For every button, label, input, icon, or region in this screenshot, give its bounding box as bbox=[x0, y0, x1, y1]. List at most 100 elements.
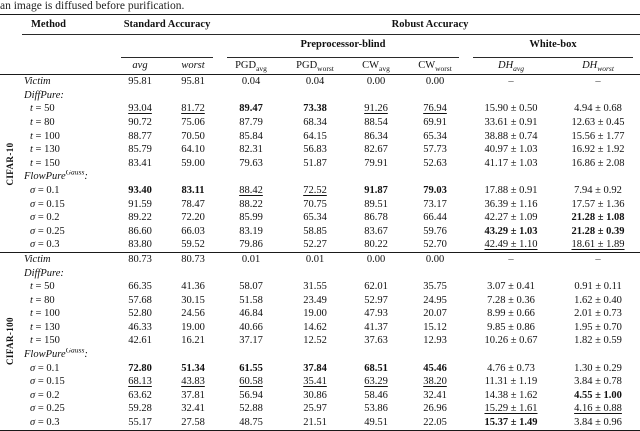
col-header-cw-worst: CWworst bbox=[404, 57, 466, 76]
value-cell: 43.29 ± 1.03 bbox=[484, 225, 538, 237]
value-cell: 82.31 bbox=[239, 144, 263, 156]
value-cell: 79.86 bbox=[239, 239, 263, 251]
col-header-pgd-avg: PGDavg bbox=[220, 57, 282, 76]
corner-cell bbox=[0, 34, 22, 58]
value-cell: 4.76 ± 0.73 bbox=[487, 362, 535, 374]
value-cell: 40.97 ± 1.03 bbox=[484, 144, 538, 156]
value-cell: 19.00 bbox=[303, 308, 327, 320]
value-cell: 86.78 bbox=[364, 212, 388, 224]
value-cell: 7.94 ± 0.92 bbox=[574, 184, 622, 196]
value-cell: 16.86 ± 2.08 bbox=[571, 157, 625, 169]
dataset-label: CIFAR-10 bbox=[0, 75, 22, 253]
value-cell: 52.97 bbox=[364, 294, 388, 306]
value-cell: 15.56 ± 1.77 bbox=[571, 130, 625, 142]
header-row-groups: Method Standard Accuracy Robust Accuracy bbox=[0, 14, 640, 35]
value-cell: 15.12 bbox=[423, 321, 447, 333]
value-cell: 52.63 bbox=[423, 157, 447, 169]
value-cell: 70.75 bbox=[303, 198, 327, 210]
empty-cell bbox=[114, 348, 640, 362]
row-label: t = 130 bbox=[30, 144, 60, 156]
table-row: σ = 0.1 72.80 51.34 61.55 37.84 68.51 45.46 4.7… bbox=[0, 362, 640, 376]
value-cell: 79.63 bbox=[239, 157, 263, 169]
value-cell: 30.86 bbox=[303, 389, 327, 401]
value-cell: 72.52 bbox=[303, 184, 327, 196]
value-cell: 12.63 ± 0.45 bbox=[571, 116, 625, 128]
value-cell: 7.28 ± 0.36 bbox=[487, 294, 535, 306]
table-row: t = 150 83.41 59.00 79.63 51.87 79.91 52.63 41.… bbox=[0, 157, 640, 171]
value-cell: 46.84 bbox=[239, 308, 263, 320]
value-cell: 79.91 bbox=[364, 157, 388, 169]
value-cell: 30.15 bbox=[181, 294, 205, 306]
value-cell: 43.83 bbox=[181, 376, 205, 388]
value-cell: 88.54 bbox=[364, 116, 388, 128]
value-cell: 70.50 bbox=[181, 130, 205, 142]
value-cell: 18.61 ± 1.89 bbox=[571, 239, 625, 251]
value-cell: 0.01 bbox=[220, 251, 282, 267]
spacer-cell bbox=[22, 34, 114, 58]
value-cell: – bbox=[508, 76, 514, 88]
value-cell: 32.41 bbox=[181, 403, 205, 415]
col-header-cw-avg: CWavg bbox=[348, 57, 404, 76]
table-body: CIFAR-10 Victim 95.81 95.81 0.04 0.04 0.00 0.00… bbox=[0, 75, 640, 431]
row-label: t = 80 bbox=[30, 116, 55, 128]
value-cell: 85.84 bbox=[239, 130, 263, 142]
value-cell: 63.62 bbox=[128, 389, 152, 401]
table-row: σ = 0.2 89.22 72.20 85.99 65.34 86.78 66.44 42.… bbox=[0, 211, 640, 225]
value-cell: 11.31 ± 1.19 bbox=[484, 376, 538, 388]
table-row: t = 100 88.77 70.50 85.84 64.15 86.34 65.34 38.… bbox=[0, 130, 640, 144]
table-row: FlowPureGauss: bbox=[0, 348, 640, 362]
value-cell: 22.05 bbox=[423, 417, 447, 429]
value-cell: 51.34 bbox=[181, 362, 205, 374]
table-row: CIFAR-10 Victim 95.81 95.81 0.04 0.04 0.00 0.00… bbox=[0, 75, 640, 185]
col-group-robust-accuracy: Robust Accuracy bbox=[220, 14, 640, 35]
value-cell: 62.01 bbox=[364, 281, 388, 293]
table-row: σ = 0.2 63.62 37.81 56.94 30.86 58.46 32.41 14.… bbox=[0, 389, 640, 403]
value-cell: 80.73 bbox=[166, 251, 220, 267]
row-label: Victim bbox=[22, 251, 114, 267]
value-cell: 64.15 bbox=[303, 130, 327, 142]
value-cell: 42.49 ± 1.10 bbox=[484, 239, 538, 251]
value-cell: 86.60 bbox=[128, 225, 152, 237]
value-cell: 59.00 bbox=[181, 157, 205, 169]
table-caption: an image is diffused before purification… bbox=[0, 0, 185, 12]
value-cell: 59.28 bbox=[128, 403, 152, 415]
value-cell: 37.84 bbox=[303, 362, 327, 374]
value-cell: 3.84 ± 0.96 bbox=[574, 417, 622, 429]
row-label: σ = 0.25 bbox=[30, 403, 65, 415]
value-cell: 35.75 bbox=[423, 281, 447, 293]
value-cell: 0.01 bbox=[282, 251, 348, 267]
value-cell: 88.22 bbox=[239, 198, 263, 210]
value-cell: 15.37 ± 1.49 bbox=[484, 417, 538, 429]
col-header-dh-worst: DHworst bbox=[556, 57, 640, 76]
row-label: Victim bbox=[24, 76, 51, 88]
value-cell: 95.81 bbox=[128, 76, 152, 88]
value-cell: 56.83 bbox=[303, 144, 327, 156]
table-row: t = 150 42.61 16.21 37.17 12.52 37.63 12.93 10.… bbox=[0, 334, 640, 348]
value-cell: 75.06 bbox=[181, 116, 205, 128]
value-cell: 56.94 bbox=[239, 389, 263, 401]
value-cell: 83.11 bbox=[181, 184, 205, 196]
value-cell: 58.85 bbox=[303, 225, 327, 237]
value-cell: 66.44 bbox=[423, 212, 447, 224]
value-cell: 65.34 bbox=[303, 212, 327, 224]
dataset-label: CIFAR-100 bbox=[0, 251, 22, 431]
value-cell: 24.56 bbox=[181, 308, 205, 320]
value-cell: 68.13 bbox=[128, 376, 152, 388]
value-cell: 48.75 bbox=[239, 417, 263, 429]
value-cell: 91.87 bbox=[364, 184, 388, 196]
value-cell: 24.95 bbox=[423, 294, 447, 306]
table-row: t = 50 66.35 41.36 58.07 31.55 62.01 35.75 3.07… bbox=[0, 280, 640, 294]
table-row: t = 130 85.79 64.10 82.31 56.83 82.67 57.73 40.… bbox=[0, 143, 640, 157]
row-label: DiffPure: bbox=[24, 89, 64, 101]
value-cell: 68.34 bbox=[303, 116, 327, 128]
table-row: σ = 0.25 59.28 32.41 52.88 25.97 53.86 26.96 15… bbox=[0, 402, 640, 416]
table-row: CIFAR-100 Victim 80.73 80.73 0.01 0.01 0.00 0.0… bbox=[0, 251, 640, 431]
value-cell: 88.77 bbox=[128, 130, 152, 142]
row-label: σ = 0.3 bbox=[30, 417, 60, 429]
value-cell: 40.66 bbox=[239, 321, 263, 333]
table-row: FlowPureGauss: bbox=[0, 170, 640, 184]
table-row: t = 100 52.80 24.56 46.84 19.00 47.93 20.07 8.9… bbox=[0, 307, 640, 321]
row-label: σ = 0.2 bbox=[30, 212, 60, 224]
value-cell: 0.00 bbox=[425, 76, 445, 88]
table-row: σ = 0.25 86.60 66.03 83.19 58.85 83.67 59.76 43… bbox=[0, 225, 640, 239]
